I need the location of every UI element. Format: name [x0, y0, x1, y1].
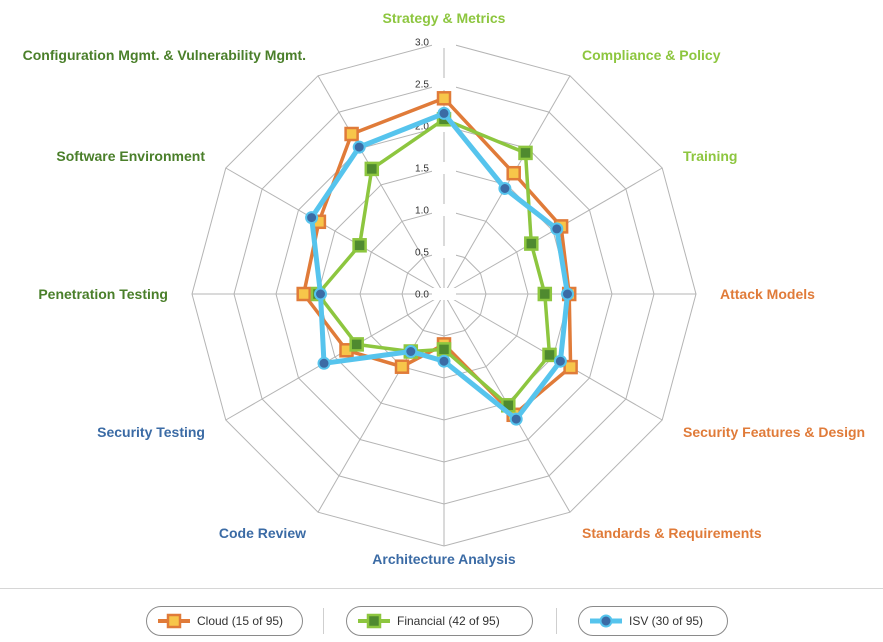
- category-label: Standards & Requirements: [582, 525, 762, 541]
- tick-label-text: 1.0: [415, 206, 429, 217]
- data-point[interactable]: [344, 126, 359, 142]
- category-label: Penetration Testing: [38, 286, 168, 302]
- legend-divider: [556, 608, 557, 634]
- tick-label: 0.5: [415, 246, 456, 259]
- legend-label-cloud: Cloud (15 of 95): [197, 614, 284, 628]
- orange-square-marker-icon: [158, 613, 190, 629]
- data-point[interactable]: [305, 211, 319, 225]
- data-point[interactable]: [404, 345, 418, 358]
- data-point[interactable]: [352, 140, 366, 154]
- data-point[interactable]: [314, 287, 327, 301]
- category-label: Strategy & Metrics: [383, 10, 506, 26]
- data-point[interactable]: [352, 238, 367, 253]
- tick-label-text: 3.0: [415, 38, 429, 49]
- data-point[interactable]: [437, 106, 451, 120]
- tick-label-text: 0.0: [415, 290, 429, 301]
- data-point[interactable]: [524, 236, 539, 251]
- tick-label-bg: [432, 36, 456, 48]
- category-label: Attack Models: [720, 286, 815, 302]
- category-label: Training: [683, 148, 737, 164]
- data-point[interactable]: [394, 359, 410, 374]
- data-point[interactable]: [296, 286, 311, 302]
- category-label: Code Review: [219, 525, 306, 541]
- category-label: Compliance & Policy: [582, 47, 721, 63]
- green-square-marker-icon: [358, 613, 390, 629]
- legend-label-financial: Financial (42 of 95): [397, 614, 500, 628]
- category-label: Configuration Mgmt. & Vulnerability Mgmt…: [23, 47, 306, 63]
- data-point[interactable]: [553, 354, 567, 368]
- category-label: Software Environment: [56, 148, 205, 164]
- tick-label-text: 0.5: [415, 248, 429, 259]
- tick-label: 0.0: [415, 288, 456, 301]
- legend-label-isv: ISV (30 of 95): [629, 614, 704, 628]
- data-point[interactable]: [563, 359, 578, 375]
- tick-label-bg: [432, 204, 456, 216]
- axis-line: [225, 167, 445, 295]
- data-point[interactable]: [561, 287, 574, 301]
- tick-label: 2.5: [415, 78, 456, 91]
- blue-circle-marker-icon: [590, 614, 622, 628]
- legend: Cloud (15 of 95) Financial (42 of 95) IS…: [0, 588, 883, 642]
- tick-label-text: 2.0: [415, 122, 429, 133]
- tick-label: 1.5: [415, 162, 456, 175]
- tick-label-text: 1.5: [415, 164, 429, 175]
- data-point[interactable]: [317, 356, 331, 370]
- category-label: Security Features & Design: [683, 424, 865, 440]
- tick-label: 1.0: [415, 204, 456, 217]
- tick-label-text: 2.5: [415, 80, 429, 91]
- tick-label-bg: [432, 246, 456, 258]
- data-point[interactable]: [550, 222, 564, 236]
- data-point[interactable]: [364, 161, 380, 177]
- radar-axes: [192, 42, 696, 546]
- series-isv: [305, 106, 574, 426]
- category-labels: Strategy & Metrics Compliance & Policy Tra…: [23, 10, 865, 567]
- radial-tick-labels: 0.0 0.5 1.0 1.5 2.0 2.5 3.0: [415, 36, 456, 301]
- data-point[interactable]: [537, 286, 553, 302]
- data-point[interactable]: [518, 145, 533, 161]
- data-point[interactable]: [506, 165, 521, 181]
- data-point[interactable]: [436, 342, 452, 357]
- category-label: Security Testing: [97, 424, 205, 440]
- category-label: Architecture Analysis: [372, 551, 516, 567]
- legend-item-financial[interactable]: Financial (42 of 95): [346, 606, 533, 636]
- legend-item-isv[interactable]: ISV (30 of 95): [578, 606, 728, 636]
- tick-label-bg: [432, 288, 456, 300]
- data-point[interactable]: [436, 91, 452, 106]
- data-point[interactable]: [498, 182, 512, 195]
- data-point[interactable]: [509, 412, 523, 426]
- data-series: [296, 91, 578, 426]
- legend-item-cloud[interactable]: Cloud (15 of 95): [146, 606, 303, 636]
- tick-label-bg: [432, 162, 456, 174]
- legend-divider: [323, 608, 324, 634]
- data-point[interactable]: [349, 337, 364, 352]
- tick-label-bg: [432, 78, 456, 90]
- axis-line: [225, 293, 445, 421]
- tick-label: 3.0: [415, 36, 456, 49]
- axis-line: [317, 293, 445, 513]
- data-point[interactable]: [542, 347, 557, 363]
- radar-chart: 0.0 0.5 1.0 1.5 2.0 2.5 3.0 Strategy & Metrics…: [23, 10, 865, 567]
- axis-line: [317, 75, 445, 295]
- data-point[interactable]: [437, 354, 451, 368]
